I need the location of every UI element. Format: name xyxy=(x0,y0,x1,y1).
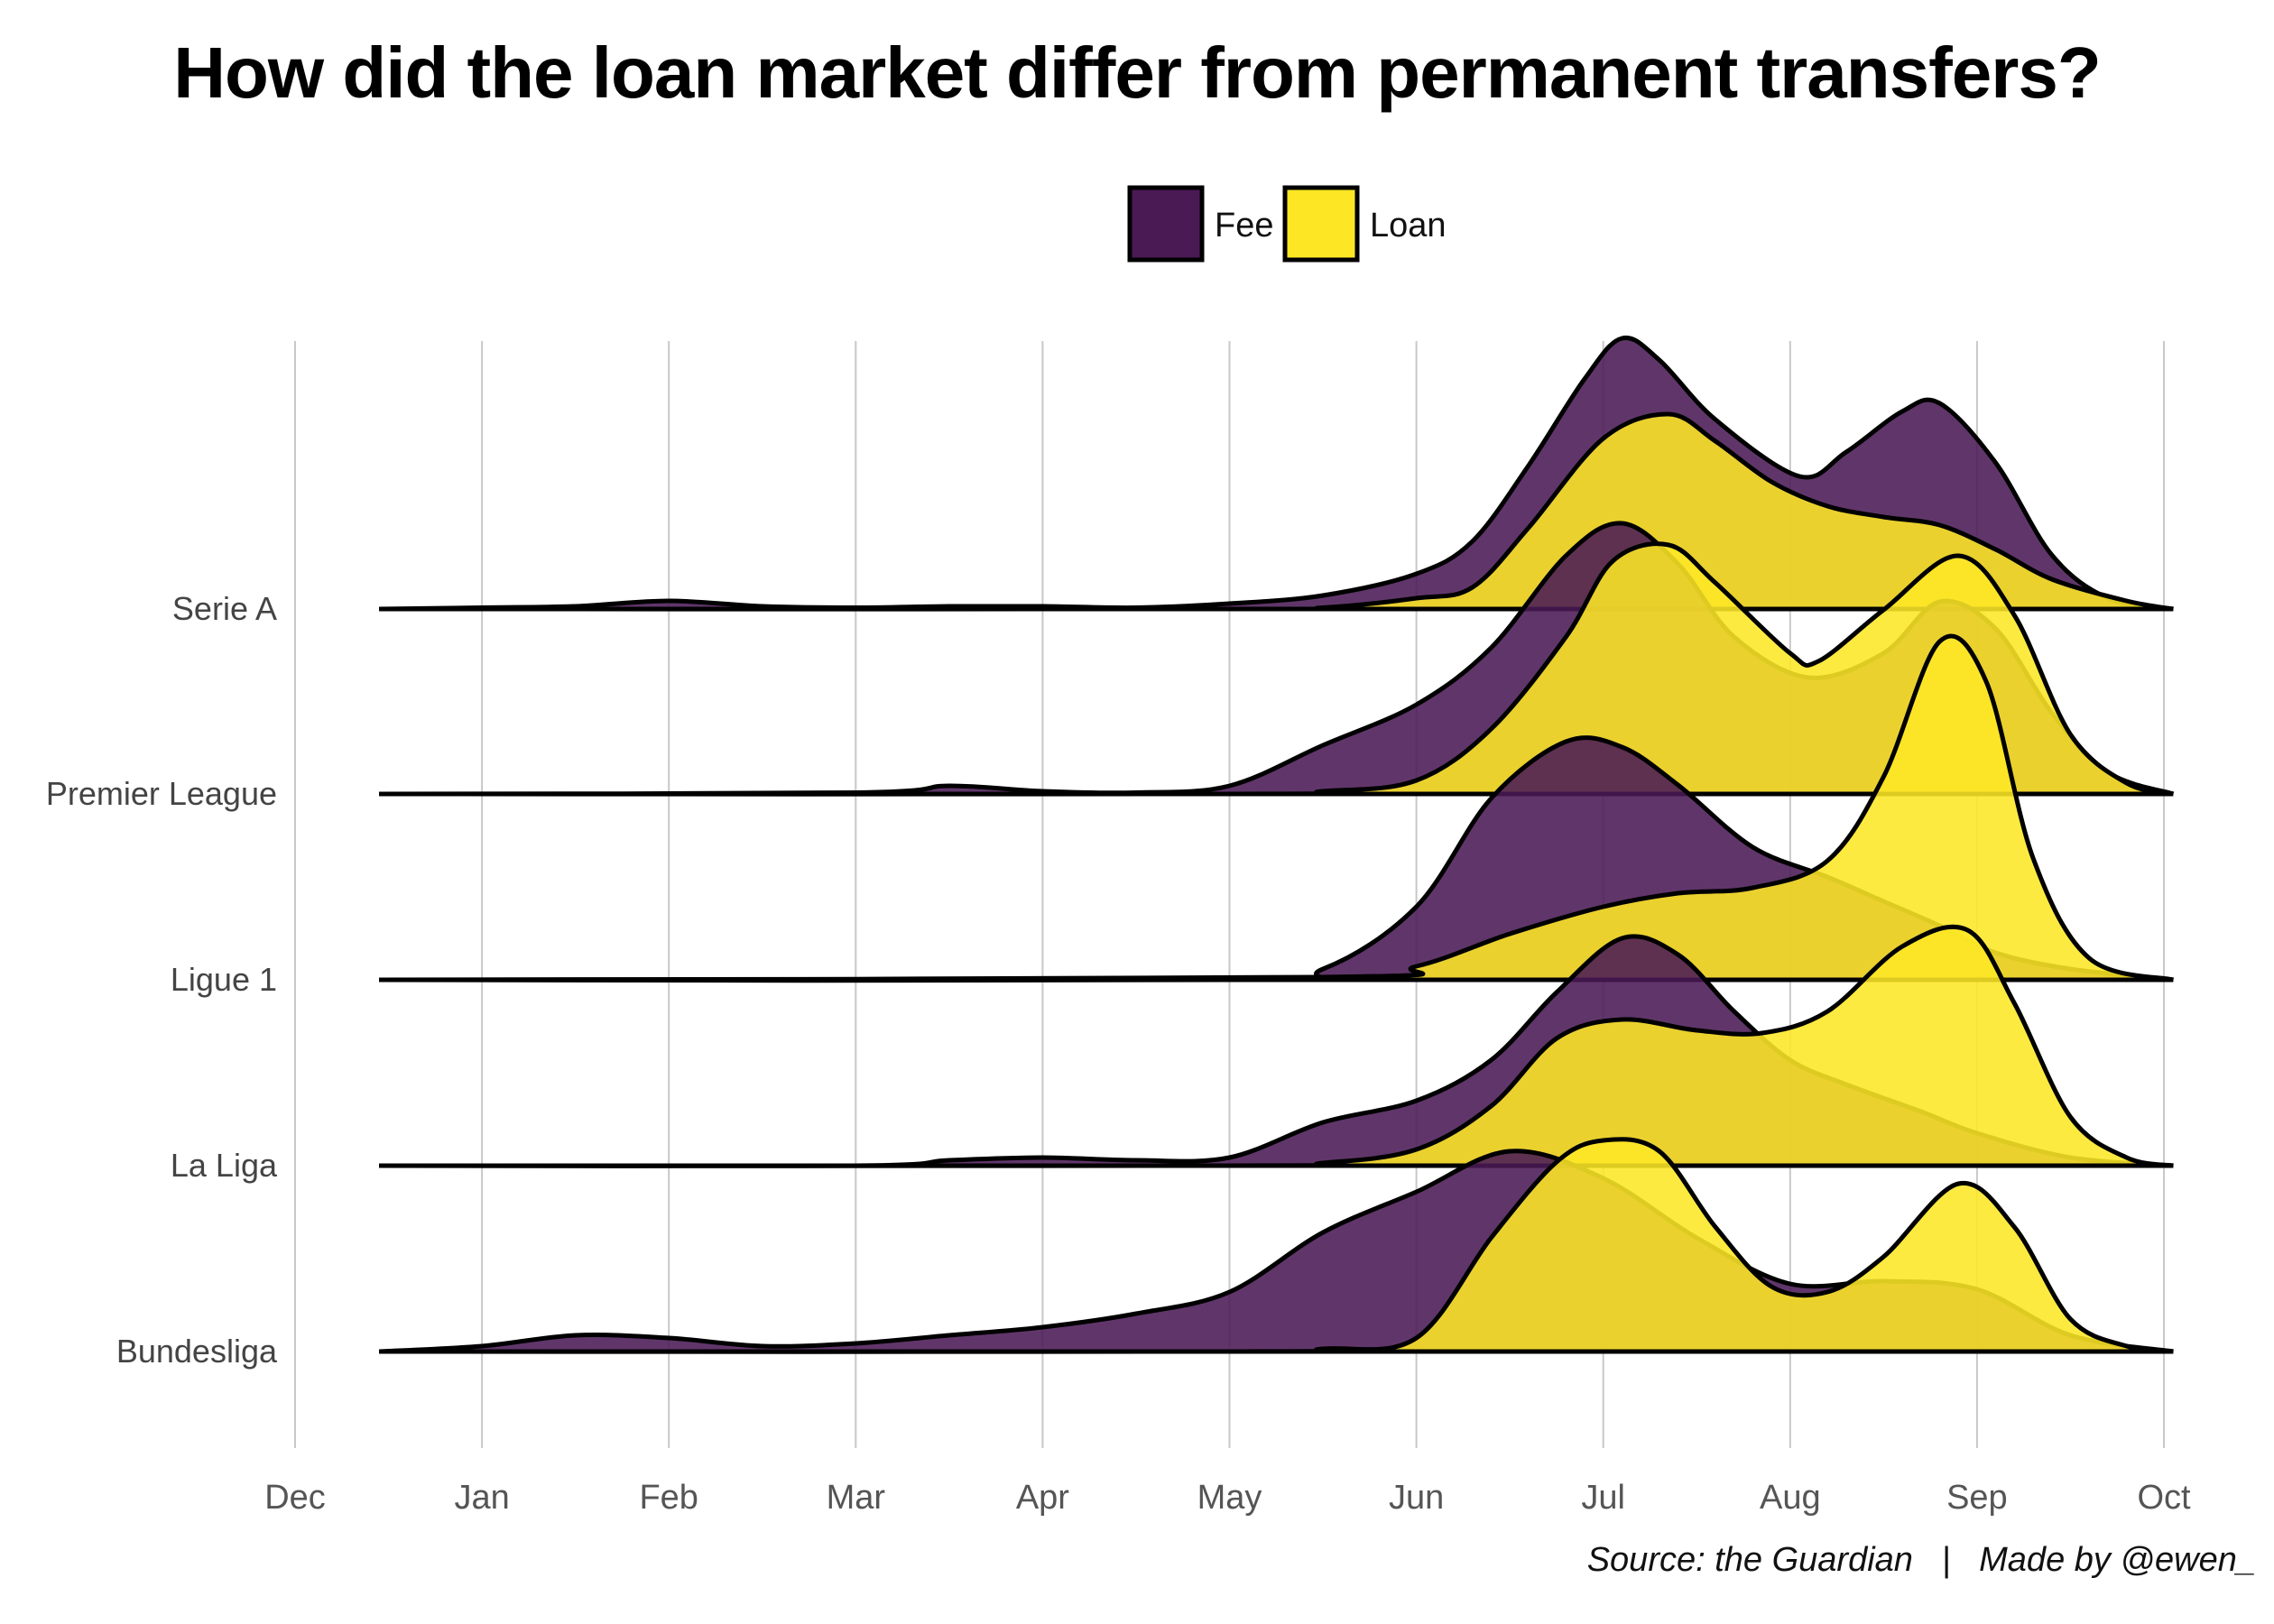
chart-caption: Source: the Guardian | Made by @ewen_ xyxy=(1586,1541,2256,1579)
x-tick-sep: Sep xyxy=(1946,1479,2008,1517)
x-tick-jul: Jul xyxy=(1581,1479,1625,1517)
x-tick-apr: Apr xyxy=(1016,1479,1069,1517)
legend-swatch-fee xyxy=(1127,185,1205,263)
x-tick-oct: Oct xyxy=(2137,1479,2191,1517)
legend: Fee Loan xyxy=(1127,185,1447,263)
legend-label-fee: Fee xyxy=(1215,207,1273,245)
ridge-ligue-1-loan-area xyxy=(379,635,2174,980)
x-axis: Dec Jan Feb Mar Apr May Jun Jul Aug Sep Oct xyxy=(264,1479,2191,1517)
x-tick-jun: Jun xyxy=(1389,1479,1444,1517)
ridge-layer xyxy=(379,335,2175,1354)
x-tick-dec: Dec xyxy=(264,1479,326,1517)
x-tick-aug: Aug xyxy=(1760,1479,1821,1517)
x-tick-may: May xyxy=(1197,1479,1262,1517)
chart-title: How did the loan market differ from perm… xyxy=(173,32,2101,113)
ridge-serie-a xyxy=(379,335,2174,612)
ridge-la-liga xyxy=(379,924,2174,1168)
x-tick-jan: Jan xyxy=(454,1479,509,1517)
ridge-serie-a-loan-area xyxy=(379,413,2174,610)
row-label-premier-league: Premier League xyxy=(46,775,277,812)
ridge-la-liga-loan-area xyxy=(379,927,2174,1167)
row-label-bundesliga: Bundesliga xyxy=(116,1333,278,1370)
ridge-bundesliga-loan-area xyxy=(379,1139,2174,1352)
ridge-premier-league-loan-area xyxy=(379,543,2174,795)
row-label-serie-a: Serie A xyxy=(172,590,277,627)
row-label-la-liga: La Liga xyxy=(171,1147,278,1184)
legend-swatch-loan xyxy=(1282,185,1360,263)
legend-label-loan: Loan xyxy=(1370,207,1447,245)
ridge-serie-a-fee-outline xyxy=(379,335,2174,612)
x-tick-mar: Mar xyxy=(827,1479,886,1517)
x-tick-feb: Feb xyxy=(639,1479,698,1517)
row-label-layer: Serie A Premier League Ligue 1 La Liga Bunde… xyxy=(46,590,278,1370)
ridge-bundesliga xyxy=(379,1137,2174,1354)
row-label-ligue-1: Ligue 1 xyxy=(171,961,277,998)
ridge-ligue-1-loan-outline xyxy=(379,633,2175,983)
